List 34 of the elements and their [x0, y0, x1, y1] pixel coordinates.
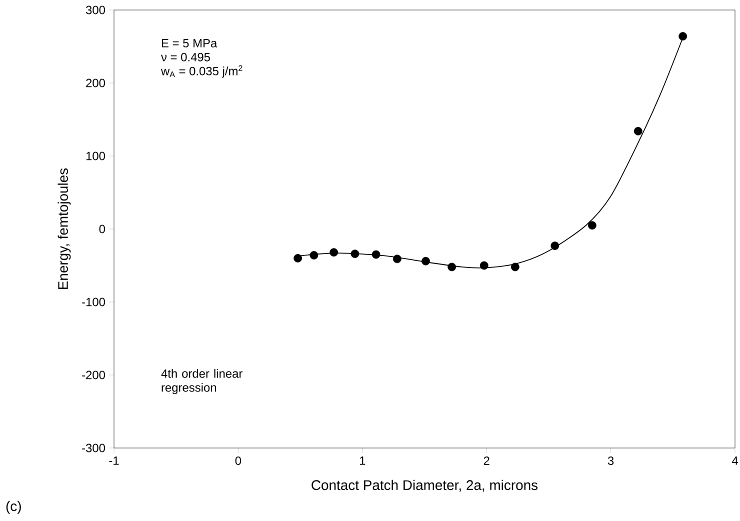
point [550, 242, 560, 250]
x-tick-label: 1 [360, 456, 366, 465]
y-axis-title: Energy, femtojoules [58, 168, 71, 289]
point [392, 254, 402, 264]
y-tick-label: -300 [82, 444, 106, 452]
point [372, 250, 380, 259]
x-axis-title: Contact Patch Diameter, 2a, microns [312, 480, 538, 492]
point [294, 254, 302, 262]
annotation: 4th order linear regression [161, 369, 243, 394]
y-tick-label: 0 [99, 224, 106, 234]
y-tick-label: -200 [82, 370, 106, 380]
y-tick-label: 300 [86, 6, 106, 14]
point [634, 126, 642, 136]
x-tick-label: 3 [608, 456, 614, 465]
point [310, 251, 318, 260]
point [588, 221, 596, 230]
point [678, 32, 688, 40]
x-tick-label: -1 [109, 456, 119, 465]
y-tick-label: 200 [86, 78, 106, 88]
annotation: E = 5 MPa [162, 39, 218, 48]
point [350, 250, 360, 258]
x-tick-label: 4 [732, 456, 738, 465]
point [448, 262, 456, 272]
point [330, 248, 338, 257]
text: (c) [6, 500, 21, 514]
annotation: ν = 0.495 [160, 52, 210, 62]
point [422, 256, 430, 266]
y-tick-label: -100 [82, 298, 106, 306]
x-tick-label: 2 [484, 456, 490, 465]
y-tick-label: 100 [86, 152, 106, 160]
point [480, 261, 488, 270]
annotation: w$_{A}$ = 0.035 j/m$^{2}$ [160, 65, 242, 78]
x-tick-label: 0 [235, 456, 242, 465]
point [510, 262, 520, 272]
